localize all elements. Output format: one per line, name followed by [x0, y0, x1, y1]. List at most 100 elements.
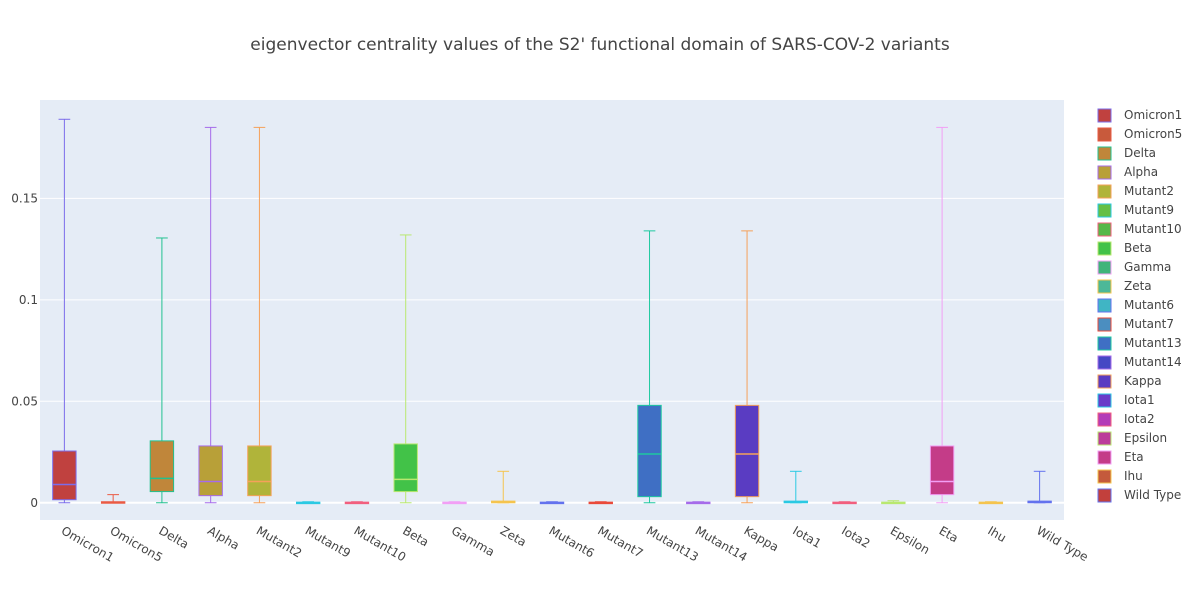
legend-swatch	[1097, 488, 1112, 503]
box-iota1	[783, 470, 809, 504]
x-tick-label: Iota1	[790, 523, 823, 550]
box-gamma	[442, 501, 467, 505]
legend-item: Mutant13	[1097, 336, 1182, 351]
legend-swatch	[1097, 336, 1112, 351]
x-tick-label: Mutant10	[351, 523, 408, 564]
box-alpha	[198, 126, 223, 504]
x-tick-label: Mutant13	[644, 523, 701, 564]
box-omicron1	[52, 118, 77, 504]
box-iota2	[832, 501, 857, 505]
legend-item: Omicron1	[1097, 108, 1182, 123]
iqr-box	[52, 450, 77, 501]
legend-label: Omicron1	[1124, 108, 1182, 122]
x-tick-label: Ihu	[985, 523, 1008, 544]
legend-item: Iota2	[1097, 412, 1155, 427]
box-mutant13	[637, 230, 662, 504]
legend-swatch	[1097, 412, 1112, 427]
legend-label: Zeta	[1124, 279, 1152, 293]
box-mutant10	[344, 501, 370, 505]
legend-label: Mutant13	[1124, 336, 1182, 350]
legend-swatch	[1097, 450, 1112, 465]
legend-label: Mutant10	[1124, 222, 1182, 236]
legend-item: Alpha	[1097, 165, 1158, 180]
legend-swatch	[1097, 108, 1112, 123]
legend-item: Epsilon	[1097, 431, 1167, 446]
legend-label: Delta	[1124, 146, 1156, 160]
x-tick-label: Omicron5	[108, 523, 166, 564]
box-kappa	[734, 230, 760, 504]
legend-label: Wild Type	[1124, 488, 1181, 502]
legend-item: Iota1	[1097, 393, 1155, 408]
x-tick-label: Mutant14	[693, 523, 750, 564]
legend-swatch	[1097, 431, 1112, 446]
iqr-box	[247, 445, 272, 497]
legend-swatch	[1097, 317, 1112, 332]
x-tick-label: Kappa	[742, 523, 782, 554]
box-zeta	[491, 470, 516, 504]
legend-swatch	[1097, 146, 1112, 161]
x-tick-label: Alpha	[205, 523, 242, 552]
legend-swatch	[1097, 393, 1112, 408]
box-mutant6	[539, 501, 565, 505]
iqr-box	[393, 443, 418, 493]
legend-item: Wild Type	[1097, 488, 1181, 503]
legend-item: Mutant2	[1097, 184, 1174, 199]
legend-swatch	[1097, 241, 1112, 256]
y-tick-label: 0.05	[11, 394, 38, 408]
x-tick-label: Gamma	[449, 523, 497, 559]
legend-swatch	[1097, 184, 1112, 199]
box-wild-type	[1027, 470, 1052, 504]
y-axis: 0 0.05 0.1 0.15	[11, 191, 38, 509]
legend-swatch	[1097, 165, 1112, 180]
legend-item: Gamma	[1097, 260, 1171, 275]
legend-label: Mutant14	[1124, 355, 1182, 369]
legend-swatch	[1097, 469, 1112, 484]
y-tick-label: 0.15	[11, 191, 38, 205]
legend-item: Zeta	[1097, 279, 1152, 294]
legend-swatch	[1097, 374, 1112, 389]
iqr-box	[734, 404, 760, 498]
box-omicron5	[100, 494, 126, 504]
legend-swatch	[1097, 279, 1112, 294]
legend-label: Mutant2	[1124, 184, 1174, 198]
legend-label: Ihu	[1124, 469, 1143, 483]
legend-label: Eta	[1124, 450, 1144, 464]
legend-label: Iota1	[1124, 393, 1155, 407]
box-mutant2	[247, 126, 272, 504]
legend-label: Mutant7	[1124, 317, 1174, 331]
legend-item: Mutant10	[1097, 222, 1182, 237]
legend-item: Mutant7	[1097, 317, 1174, 332]
x-tick-label: Mutant9	[303, 523, 353, 560]
box-epsilon	[881, 500, 906, 505]
legend-swatch	[1097, 203, 1112, 218]
legend-label: Kappa	[1124, 374, 1162, 388]
legend-item: Eta	[1097, 450, 1144, 465]
x-tick-label: Epsilon	[888, 523, 932, 557]
legend: Omicron1 Omicron5 Delta Alpha Mutant2 Mutant9…	[1097, 108, 1182, 503]
x-tick-label: Iota2	[839, 523, 872, 550]
legend-label: Epsilon	[1124, 431, 1167, 445]
iqr-box	[198, 445, 223, 497]
box-delta	[149, 237, 175, 504]
legend-swatch	[1097, 260, 1112, 275]
legend-swatch	[1097, 298, 1112, 313]
legend-label: Alpha	[1124, 165, 1158, 179]
box-mutant9	[295, 501, 321, 505]
x-tick-label: Mutant7	[595, 523, 645, 560]
legend-item: Mutant14	[1097, 355, 1182, 370]
x-tick-label: Eta	[937, 523, 961, 545]
x-tick-label: Mutant6	[547, 523, 597, 560]
plot-area	[40, 100, 1064, 520]
legend-item: Mutant6	[1097, 298, 1174, 313]
legend-item: Kappa	[1097, 374, 1162, 389]
x-tick-label: Omicron1	[59, 523, 117, 564]
iqr-box	[637, 404, 662, 498]
legend-item: Delta	[1097, 146, 1156, 161]
legend-label: Mutant6	[1124, 298, 1174, 312]
box-ihu	[978, 501, 1004, 505]
legend-item: Omicron5	[1097, 127, 1182, 142]
y-tick-label: 0.1	[19, 293, 38, 307]
legend-label: Omicron5	[1124, 127, 1182, 141]
